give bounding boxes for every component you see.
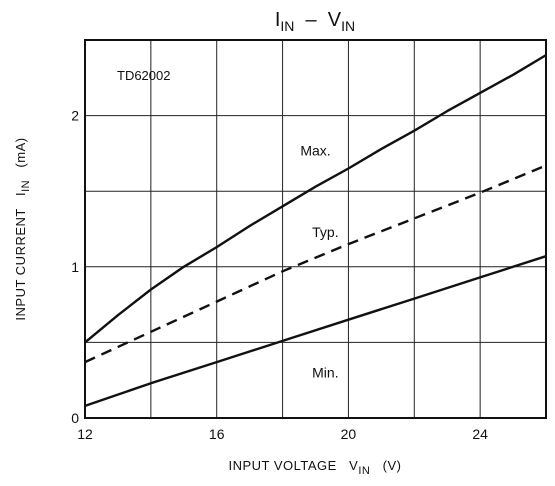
series-line-typ [84,164,547,364]
part-number-label: TD62002 [117,68,170,83]
y-tick-label: 0 [71,410,79,426]
chart-title: IIN – VIN [275,9,355,34]
x-tick-labels: 12 16 20 24 [77,426,488,442]
series-label: Typ. [312,224,338,240]
x-tick-label: 24 [472,426,488,442]
x-axis-label: INPUT VOLTAGE VIN (V) [228,458,401,477]
y-tick-label: 1 [71,259,79,275]
series-line-max [84,54,547,344]
y-tick-labels: 0 1 2 [71,108,79,426]
series-label: Min. [312,365,338,381]
x-tick-label: 20 [341,426,357,442]
y-tick-label: 2 [71,108,79,124]
series-label: Max. [300,142,330,158]
y-axis-label: INPUT CURRENT IIN (mA) [13,137,32,320]
x-tick-label: 16 [209,426,225,442]
x-tick-label: 12 [77,426,93,442]
series-lines [84,54,547,408]
series-line-min [84,255,547,408]
series-annotations: Max. Typ. Min. [300,142,338,380]
plot-frame [84,39,547,419]
